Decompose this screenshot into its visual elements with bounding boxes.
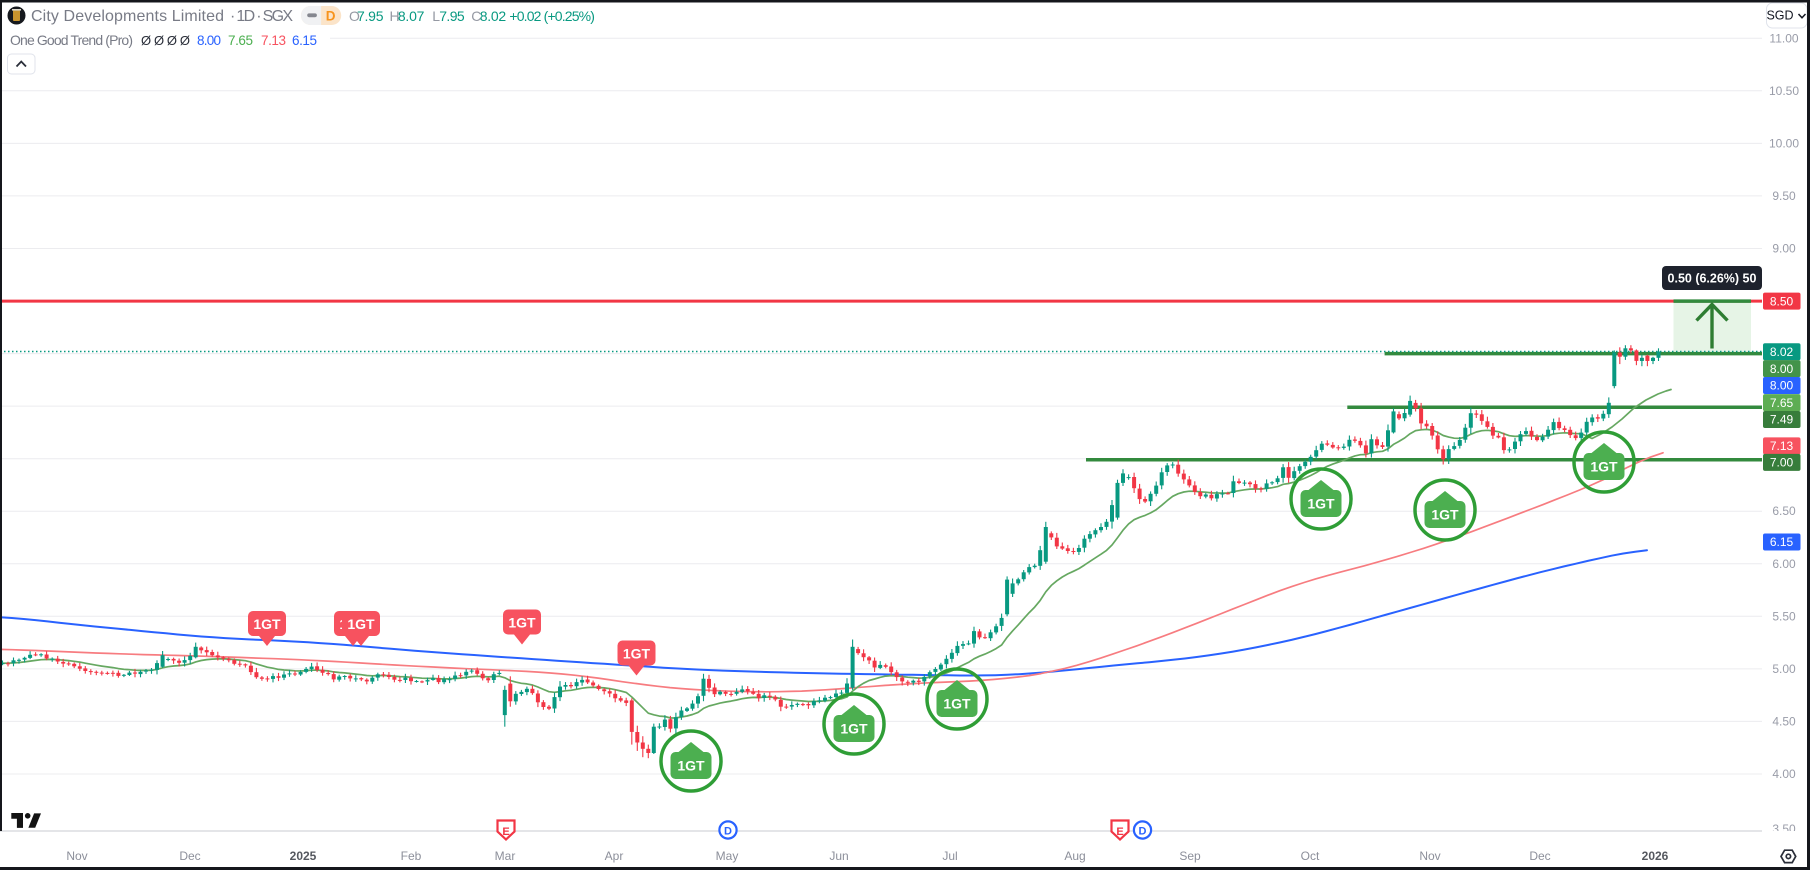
svg-text:C: C bbox=[471, 8, 481, 24]
svg-text:6.50: 6.50 bbox=[1772, 504, 1796, 518]
svg-text:1GT: 1GT bbox=[253, 616, 281, 632]
svg-text:8.00: 8.00 bbox=[1770, 379, 1794, 393]
svg-text:7.13: 7.13 bbox=[1770, 439, 1794, 453]
svg-text:E: E bbox=[1116, 826, 1123, 838]
svg-text:· 1D · SGX: · 1D · SGX bbox=[230, 8, 293, 25]
svg-text:7.00: 7.00 bbox=[1770, 456, 1794, 470]
svg-text:1GT: 1GT bbox=[840, 721, 868, 737]
svg-text:Dec: Dec bbox=[179, 849, 200, 863]
svg-text:1GT: 1GT bbox=[1431, 507, 1459, 523]
svg-text:4.50: 4.50 bbox=[1772, 714, 1796, 728]
svg-text:6.15: 6.15 bbox=[292, 33, 317, 48]
svg-text:O: O bbox=[349, 8, 360, 24]
svg-text:7.65: 7.65 bbox=[228, 33, 253, 48]
svg-text:10.50: 10.50 bbox=[1769, 84, 1799, 98]
svg-text:8.00: 8.00 bbox=[197, 33, 221, 48]
svg-text:8.07: 8.07 bbox=[398, 8, 425, 24]
svg-text:4.00: 4.00 bbox=[1772, 767, 1796, 781]
svg-text:Mar: Mar bbox=[495, 849, 516, 863]
svg-text:8.02: 8.02 bbox=[1770, 345, 1794, 359]
svg-text:1GT: 1GT bbox=[943, 696, 971, 712]
svg-text:1GT: 1GT bbox=[1590, 459, 1618, 475]
svg-text:1GT: 1GT bbox=[347, 616, 375, 632]
svg-text:Oct: Oct bbox=[1301, 849, 1320, 863]
svg-text:6.15: 6.15 bbox=[1770, 535, 1794, 549]
svg-text:7.65: 7.65 bbox=[1770, 396, 1794, 410]
svg-text:5.50: 5.50 bbox=[1772, 609, 1796, 623]
svg-text:7.49: 7.49 bbox=[1770, 413, 1794, 427]
svg-text:2026: 2026 bbox=[1642, 849, 1669, 863]
svg-text:L: L bbox=[432, 8, 440, 24]
svg-text:Nov: Nov bbox=[1419, 849, 1440, 863]
svg-text:City Developments Limited: City Developments Limited bbox=[31, 8, 224, 25]
svg-text:One Good Trend (Pro): One Good Trend (Pro) bbox=[10, 32, 133, 48]
svg-text:1GT: 1GT bbox=[677, 758, 705, 774]
svg-text:10.00: 10.00 bbox=[1769, 136, 1799, 150]
svg-text:5.00: 5.00 bbox=[1772, 662, 1796, 676]
svg-text:8.50: 8.50 bbox=[1770, 294, 1794, 308]
svg-text:H: H bbox=[390, 8, 400, 24]
svg-text:Apr: Apr bbox=[605, 849, 624, 863]
svg-text:2025: 2025 bbox=[290, 849, 317, 863]
svg-text:Jun: Jun bbox=[829, 849, 848, 863]
svg-text:Aug: Aug bbox=[1064, 849, 1085, 863]
svg-text:Dec: Dec bbox=[1529, 849, 1550, 863]
svg-text:Feb: Feb bbox=[401, 849, 422, 863]
svg-text:Jul: Jul bbox=[942, 849, 957, 863]
svg-text:9.50: 9.50 bbox=[1772, 189, 1796, 203]
svg-text:D: D bbox=[1139, 826, 1147, 838]
svg-text:Nov: Nov bbox=[66, 849, 87, 863]
svg-text:7.13: 7.13 bbox=[261, 33, 286, 48]
svg-text:9.00: 9.00 bbox=[1772, 242, 1796, 256]
svg-text:D: D bbox=[326, 8, 336, 23]
svg-text:1GT: 1GT bbox=[508, 615, 536, 631]
svg-text:E: E bbox=[502, 826, 509, 838]
svg-text:Ø Ø Ø Ø: Ø Ø Ø Ø bbox=[141, 33, 190, 48]
svg-text:11.00: 11.00 bbox=[1769, 31, 1798, 45]
svg-text:8.02: 8.02 bbox=[480, 8, 507, 24]
svg-text:+0.02 (+0.25%): +0.02 (+0.25%) bbox=[509, 8, 595, 24]
svg-text:SGD: SGD bbox=[1766, 9, 1793, 23]
svg-text:0.50 (6.26%) 50: 0.50 (6.26%) 50 bbox=[1668, 272, 1757, 286]
svg-text:Sep: Sep bbox=[1179, 849, 1201, 863]
svg-text:D: D bbox=[724, 826, 732, 838]
svg-text:May: May bbox=[716, 849, 739, 863]
svg-text:7.95: 7.95 bbox=[357, 8, 384, 24]
svg-text:1GT: 1GT bbox=[623, 646, 651, 662]
svg-text:8.00: 8.00 bbox=[1770, 362, 1794, 376]
svg-text:7.95: 7.95 bbox=[439, 8, 465, 24]
svg-text:6.00: 6.00 bbox=[1772, 557, 1796, 571]
svg-text:1GT: 1GT bbox=[1307, 496, 1335, 512]
